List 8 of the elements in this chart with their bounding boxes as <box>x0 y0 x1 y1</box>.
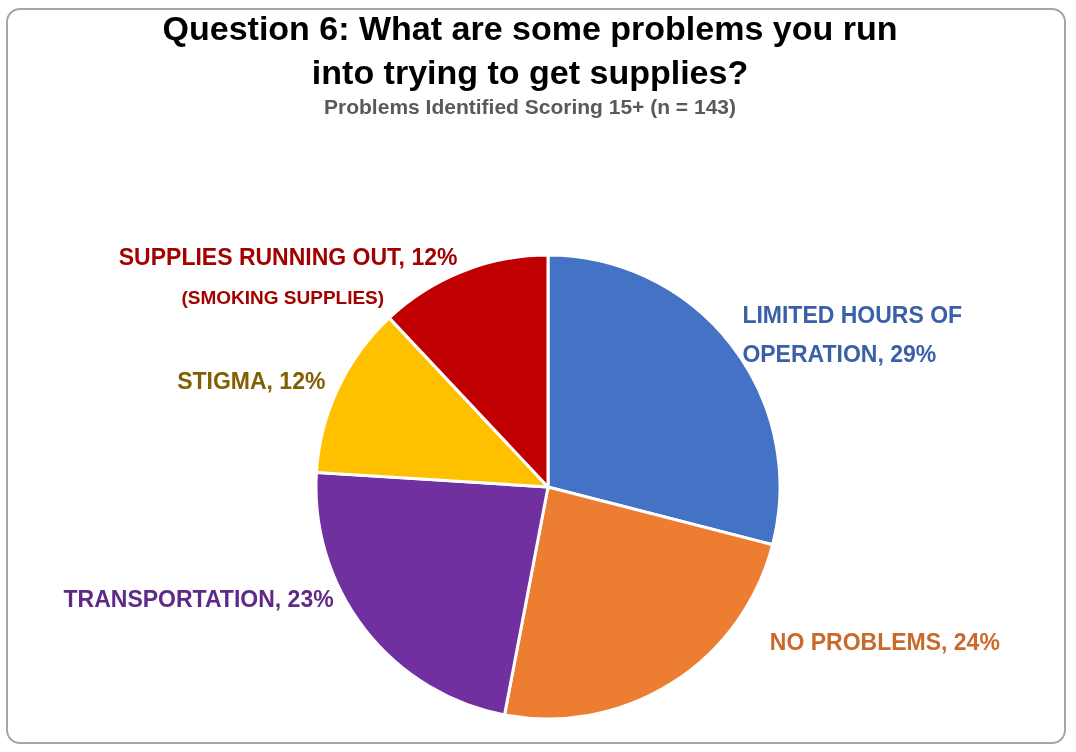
slice-label: SUPPLIES RUNNING OUT, 12% <box>118 244 458 271</box>
slice-label: NO PROBLEMS, 24% <box>769 628 1000 655</box>
slice-label: TRANSPORTATION, 23% <box>63 586 334 613</box>
text: (SMOKING SUPPLIES) <box>181 287 385 309</box>
chart-subtitle: Problems Identified Scoring 15+ (n = 143) <box>324 95 736 118</box>
slice-label: STIGMA, 12% <box>177 368 326 395</box>
chart-title: Question 6: What are some problems you run into trying to get supplies? <box>162 9 898 91</box>
slice-label: LIMITED HOURS OF OPERATION, 29% <box>742 302 963 368</box>
